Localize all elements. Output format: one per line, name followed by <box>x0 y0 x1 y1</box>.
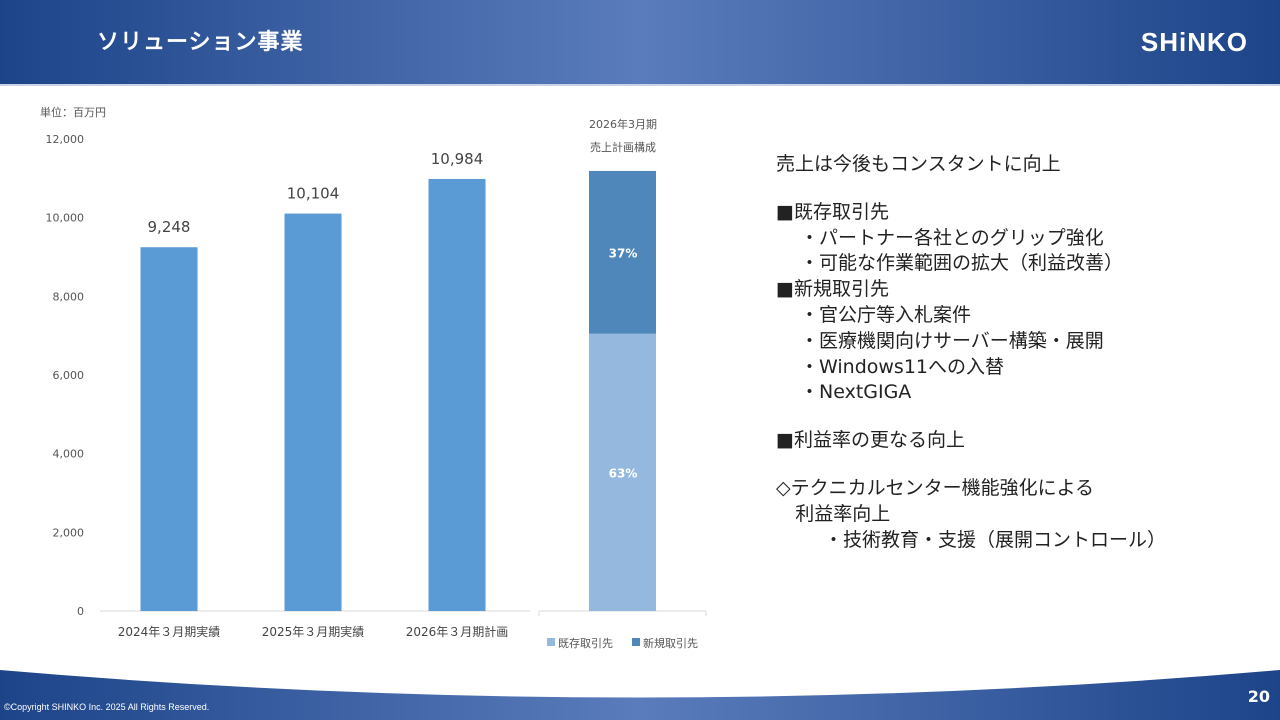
bullet-line: ・医療機関向けサーバー構築・展開 <box>800 329 1104 352</box>
y-tick-label: 6,000 <box>53 369 85 382</box>
y-tick-label: 8,000 <box>53 290 85 303</box>
x-tick-label: 2025年３月期実績 <box>262 624 365 639</box>
bar <box>140 247 198 611</box>
bullet-line: ■利益率の更なる向上 <box>776 429 965 452</box>
legend-swatch <box>632 638 640 646</box>
bullet-line: ■新規取引先 <box>776 278 889 301</box>
bar <box>428 178 486 612</box>
bullet-line: ・パートナー各社とのグリップ強化 <box>800 226 1104 249</box>
legend-label: 新規取引先 <box>643 636 698 650</box>
y-tick-label: 4,000 <box>53 448 85 461</box>
slide-title: ソリューション事業 <box>97 30 304 55</box>
data-label: 10,984 <box>431 150 484 168</box>
y-tick-label: 10,000 <box>46 212 85 225</box>
stacked-title: 売上計画構成 <box>590 140 656 154</box>
stacked-title: 2026年3月期 <box>589 117 657 131</box>
y-tick-label: 0 <box>77 605 84 618</box>
page-number: 20 <box>1247 687 1270 706</box>
x-tick-label: 2026年３月期計画 <box>406 624 509 639</box>
legend-label: 既存取引先 <box>558 636 613 650</box>
bullet-line: ◇テクニカルセンター機能強化による <box>776 476 1095 499</box>
bullet-line: ・NextGIGA <box>800 381 912 404</box>
y-tick-label: 12,000 <box>46 133 85 146</box>
bullet-line: ■既存取引先 <box>776 200 889 223</box>
x-tick-label: 2024年３月期実績 <box>118 624 221 639</box>
bullet-text: 売上は今後もコンスタントに向上 ■既存取引先・パートナー各社とのグリップ強化 ・可能… <box>776 152 1166 553</box>
bullet-line: ・Windows11への入替 <box>800 355 1004 378</box>
slide-footer: ©Copyright SHINKO Inc. 2025 All Rights R… <box>0 670 1280 720</box>
company-logo: SHiNKO <box>1140 27 1248 57</box>
stacked-segment <box>589 170 656 334</box>
segment-label: 37% <box>609 246 638 260</box>
bullet-line: 売上は今後もコンスタントに向上 <box>776 153 1061 175</box>
copyright: ©Copyright SHINKO Inc. 2025 All Rights R… <box>4 702 210 712</box>
data-label: 9,248 <box>148 218 191 236</box>
bullet-line: 利益率向上 <box>795 502 891 525</box>
unit-label: 単位：百万円 <box>40 105 106 119</box>
data-label: 10,104 <box>287 185 340 203</box>
bar <box>284 213 342 612</box>
y-tick-label: 2,000 <box>53 526 85 539</box>
legend-swatch <box>547 638 555 646</box>
sales-chart: 単位：百万円 0 2,000 4,000 6,000 8,000 10,000 12,000 9… <box>40 105 707 650</box>
bullet-line: ・可能な作業範囲の拡大（利益改善） <box>800 252 1124 275</box>
stacked-segment <box>589 333 656 611</box>
bullet-line: ・技術教育・支援（展開コントロール） <box>824 528 1167 551</box>
segment-label: 63% <box>609 466 638 480</box>
slide-header: ソリューション事業 SHiNKO <box>0 0 1280 86</box>
bullet-line: ・官公庁等入札案件 <box>800 303 972 326</box>
